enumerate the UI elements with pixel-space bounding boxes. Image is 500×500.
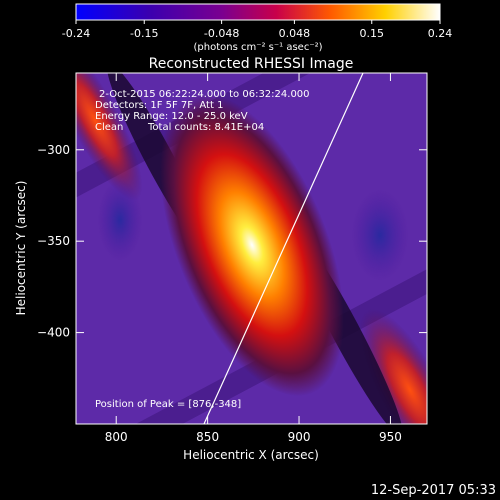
x-tick-label: 800 [105, 430, 128, 444]
annotations: 2-Oct-2015 06:22:24.000 to 06:32:24.000 … [95, 89, 310, 410]
timestamp: 12-Sep-2017 05:33 [371, 483, 496, 498]
x-tick-label: 950 [379, 430, 402, 444]
y-axis-label: Heliocentric Y (arcsec) [14, 181, 28, 316]
colorbar-tick-label: -0.24 [62, 27, 90, 40]
colorbar-unit-label: (photons cm⁻² s⁻¹ asec⁻²) [193, 42, 322, 53]
colorbar-tick-label: 0.048 [279, 27, 311, 40]
colorbar-gradient [75, 3, 441, 21]
colorbar-tick-label: 0.24 [428, 27, 453, 40]
clean-text: Clean [95, 122, 123, 133]
x-axis-label: Heliocentric X (arcsec) [183, 448, 319, 462]
y-tick-label: −400 [37, 326, 70, 340]
colorbar-tick-label: -0.048 [204, 27, 239, 40]
x-tick-label: 850 [196, 430, 219, 444]
y-tick-label: −350 [37, 234, 70, 248]
left-emission-streak [76, 73, 143, 201]
flare-source [160, 94, 344, 396]
blue-minimum-right [352, 190, 408, 280]
solar-limb-line [203, 73, 364, 424]
right-emission-streak [360, 309, 427, 424]
image-area [76, 73, 427, 424]
time-range-text: 2-Oct-2015 06:22:24.000 to 06:32:24.000 [99, 89, 310, 100]
y-tick-label: −300 [37, 143, 70, 157]
y-axis-ticks: −300 −350 −400 [37, 143, 427, 340]
blue-minimum-left [98, 180, 142, 260]
colorbar-tick-label: 0.15 [360, 27, 385, 40]
x-axis-ticks: 800 850 900 950 [105, 73, 402, 444]
plot-title: Reconstructed RHESSI Image [149, 56, 354, 72]
energy-range-text: Energy Range: 12.0 - 25.0 keV [95, 111, 248, 122]
colorbar: -0.24 -0.15 -0.048 0.048 0.15 0.24 (photons c… [62, 3, 452, 53]
peak-position-text: Position of Peak = [876,-348] [95, 399, 241, 410]
total-counts-text: Total counts: 8.41E+04 [147, 122, 264, 133]
colorbar-ticks: -0.24 -0.15 -0.048 0.048 0.15 0.24 [62, 20, 452, 40]
plot-frame [75, 72, 428, 425]
detectors-text: Detectors: 1F 5F 7F, Att 1 [95, 100, 223, 111]
x-tick-label: 900 [288, 430, 311, 444]
colorbar-tick-label: -0.15 [130, 27, 158, 40]
